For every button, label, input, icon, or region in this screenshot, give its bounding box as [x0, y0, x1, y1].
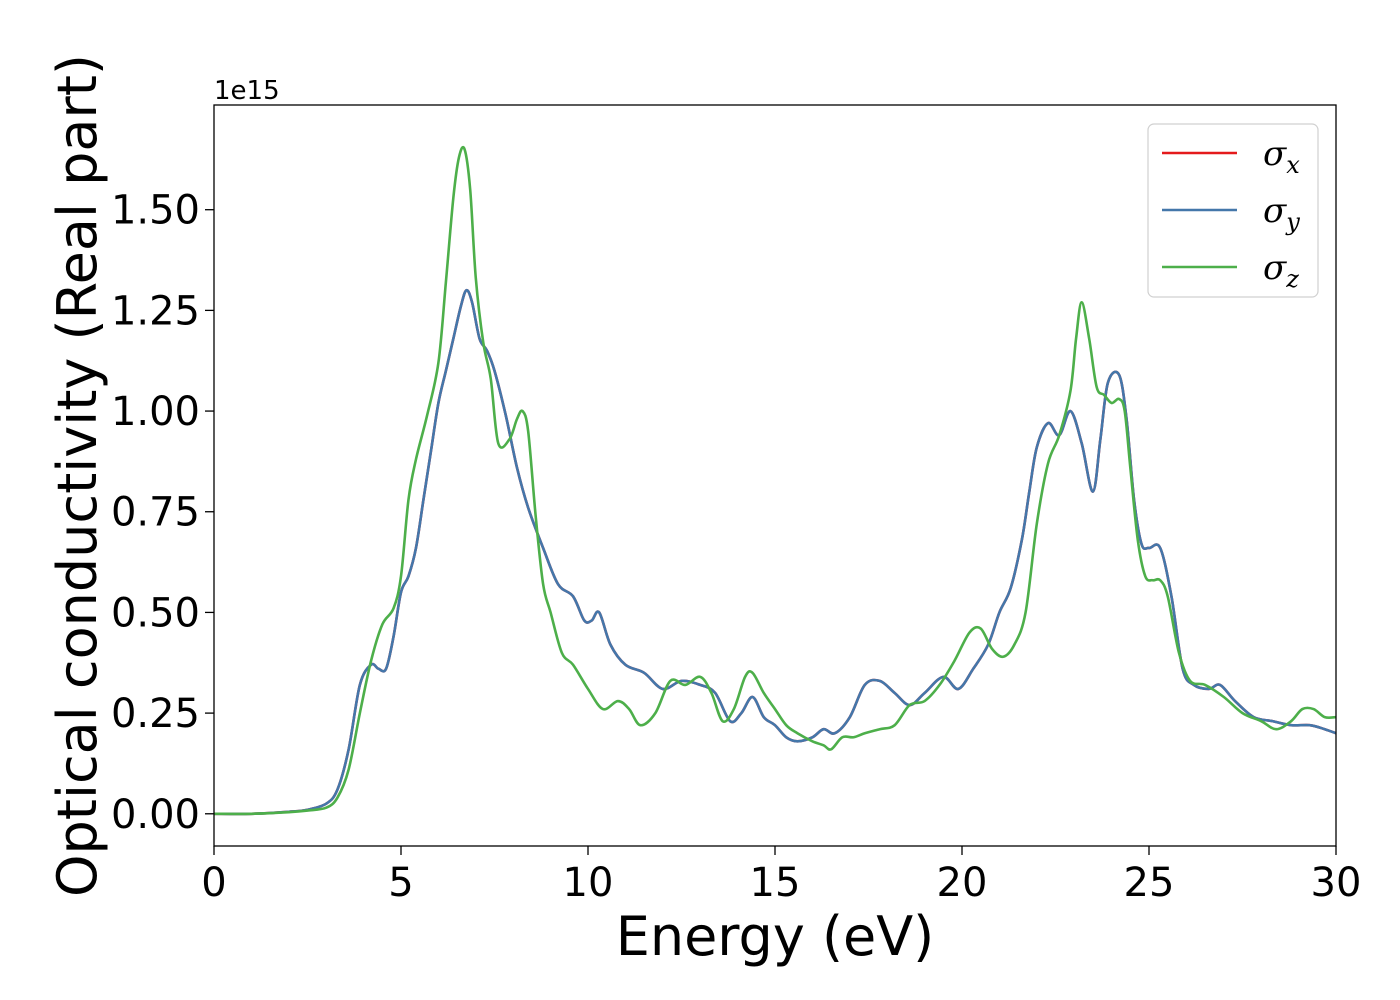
legend-label-x: σx	[1263, 134, 1300, 179]
y-tick-label: 0.75	[111, 490, 200, 536]
x-axis-title: Energy (eV)	[616, 905, 935, 968]
x-tick-label: 30	[1311, 860, 1362, 906]
x-tick-label: 10	[563, 860, 614, 906]
x-axis-ticks: 0 5 10 15 20 25 30	[201, 846, 1361, 906]
legend: σx σy σz	[1147, 123, 1319, 298]
x-tick-label: 5	[388, 860, 413, 906]
y-axis-title: Optical conductivity (Real part)	[46, 54, 109, 897]
series-line-y	[214, 288, 1336, 816]
series-line-x	[214, 288, 1336, 816]
legend-label-z: σz	[1263, 248, 1299, 293]
x-tick-label: 15	[750, 860, 801, 906]
x-tick-label: 20	[937, 860, 988, 906]
y-tick-label: 1.50	[111, 188, 200, 234]
x-tick-label: 0	[201, 860, 226, 906]
y-tick-label: 0.25	[111, 691, 200, 737]
y-tick-label: 0.50	[111, 590, 200, 636]
series-line-z	[214, 145, 1336, 816]
x-tick-label: 25	[1124, 860, 1175, 906]
y-tick-label: 1.00	[111, 389, 200, 435]
y-axis-offset-label: 1e15	[214, 76, 280, 106]
legend-label-y: σy	[1263, 191, 1300, 236]
y-tick-label: 1.25	[111, 288, 200, 334]
y-axis-ticks: 0.00 0.25 0.50 0.75 1.00 1.25 1.50	[111, 188, 214, 838]
y-tick-label: 0.00	[111, 792, 200, 838]
series-layer	[214, 145, 1336, 816]
